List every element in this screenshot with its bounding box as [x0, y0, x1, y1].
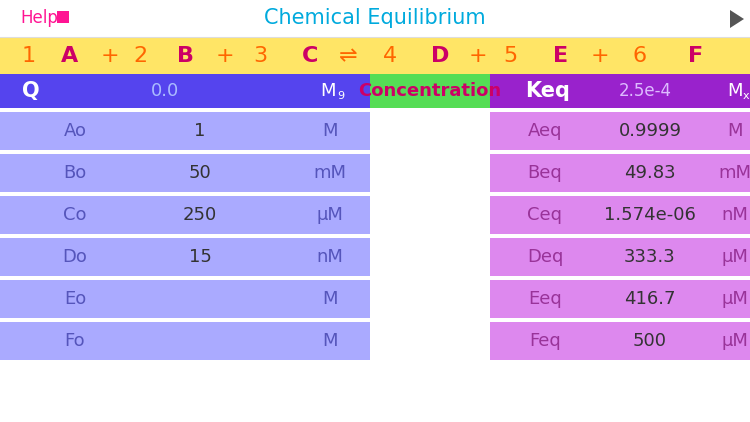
Text: M: M [728, 82, 742, 100]
Text: 0.9999: 0.9999 [619, 122, 682, 140]
Text: nM: nM [316, 248, 344, 266]
Text: M: M [322, 332, 338, 350]
Text: 1: 1 [194, 122, 206, 140]
Text: Eo: Eo [64, 290, 86, 308]
Text: x: x [743, 91, 750, 101]
Text: 15: 15 [188, 248, 211, 266]
Text: Eeq: Eeq [528, 290, 562, 308]
Text: 49.83: 49.83 [624, 164, 676, 182]
Text: Aeq: Aeq [528, 122, 562, 140]
Bar [490, 112, 750, 150]
Text: nM: nM [722, 206, 748, 224]
Text: 500: 500 [633, 332, 667, 350]
Text: Help: Help [20, 9, 58, 27]
Bar [0, 280, 370, 318]
Text: ⇌: ⇌ [339, 46, 357, 66]
Text: Deq: Deq [526, 248, 563, 266]
Text: 416.7: 416.7 [624, 290, 676, 308]
Text: 1: 1 [22, 46, 35, 66]
Text: 250: 250 [183, 206, 218, 224]
Text: mM: mM [314, 164, 346, 182]
Text: Chemical Equilibrium: Chemical Equilibrium [264, 8, 486, 28]
Polygon shape [730, 10, 744, 28]
Bar [0, 74, 370, 108]
Text: 9: 9 [337, 91, 344, 101]
Text: F: F [688, 46, 703, 66]
Text: Feq: Feq [530, 332, 561, 350]
Text: 2.5e-4: 2.5e-4 [619, 82, 671, 100]
Bar [490, 238, 750, 276]
Text: 4: 4 [383, 46, 397, 66]
Text: 2: 2 [134, 46, 147, 66]
Text: μM: μM [316, 206, 344, 224]
Bar [0, 154, 370, 192]
Text: A: A [62, 46, 78, 66]
Bar [370, 74, 490, 108]
Text: Concentration: Concentration [358, 82, 502, 100]
Text: μM: μM [722, 290, 748, 308]
Bar [0, 322, 370, 360]
Text: B: B [177, 46, 194, 66]
Text: μM: μM [722, 332, 748, 350]
Text: 0.0: 0.0 [151, 82, 179, 100]
Text: μM: μM [722, 248, 748, 266]
Text: +: + [469, 46, 487, 66]
Text: M: M [322, 122, 338, 140]
Bar [490, 280, 750, 318]
Text: mM: mM [718, 164, 750, 182]
Text: 1.574e-06: 1.574e-06 [604, 206, 696, 224]
Text: E: E [553, 46, 568, 66]
Text: 50: 50 [189, 164, 211, 182]
Text: M: M [322, 290, 338, 308]
Text: M: M [728, 122, 742, 140]
Text: 3: 3 [254, 46, 267, 66]
Bar [490, 196, 750, 234]
Text: 6: 6 [633, 46, 646, 66]
Text: Keq: Keq [525, 81, 570, 101]
Text: Q: Q [22, 81, 40, 101]
Text: Ao: Ao [64, 122, 86, 140]
Text: Ceq: Ceq [527, 206, 562, 224]
Bar [490, 154, 750, 192]
Text: +: + [216, 46, 234, 66]
Text: D: D [431, 46, 449, 66]
Text: 5: 5 [503, 46, 518, 66]
Text: Do: Do [62, 248, 88, 266]
Text: Bo: Bo [63, 164, 86, 182]
Text: M: M [320, 82, 336, 100]
Text: Fo: Fo [64, 332, 86, 350]
Bar [0, 196, 370, 234]
Text: Co: Co [63, 206, 87, 224]
Bar [0, 112, 370, 150]
Text: Beq: Beq [528, 164, 562, 182]
Bar [0, 38, 750, 74]
Text: +: + [101, 46, 119, 66]
Text: C: C [302, 46, 318, 66]
Bar [490, 322, 750, 360]
Bar [57, 11, 69, 23]
Text: +: + [591, 46, 609, 66]
Bar [490, 74, 750, 108]
Text: 333.3: 333.3 [624, 248, 676, 266]
Bar [0, 238, 370, 276]
